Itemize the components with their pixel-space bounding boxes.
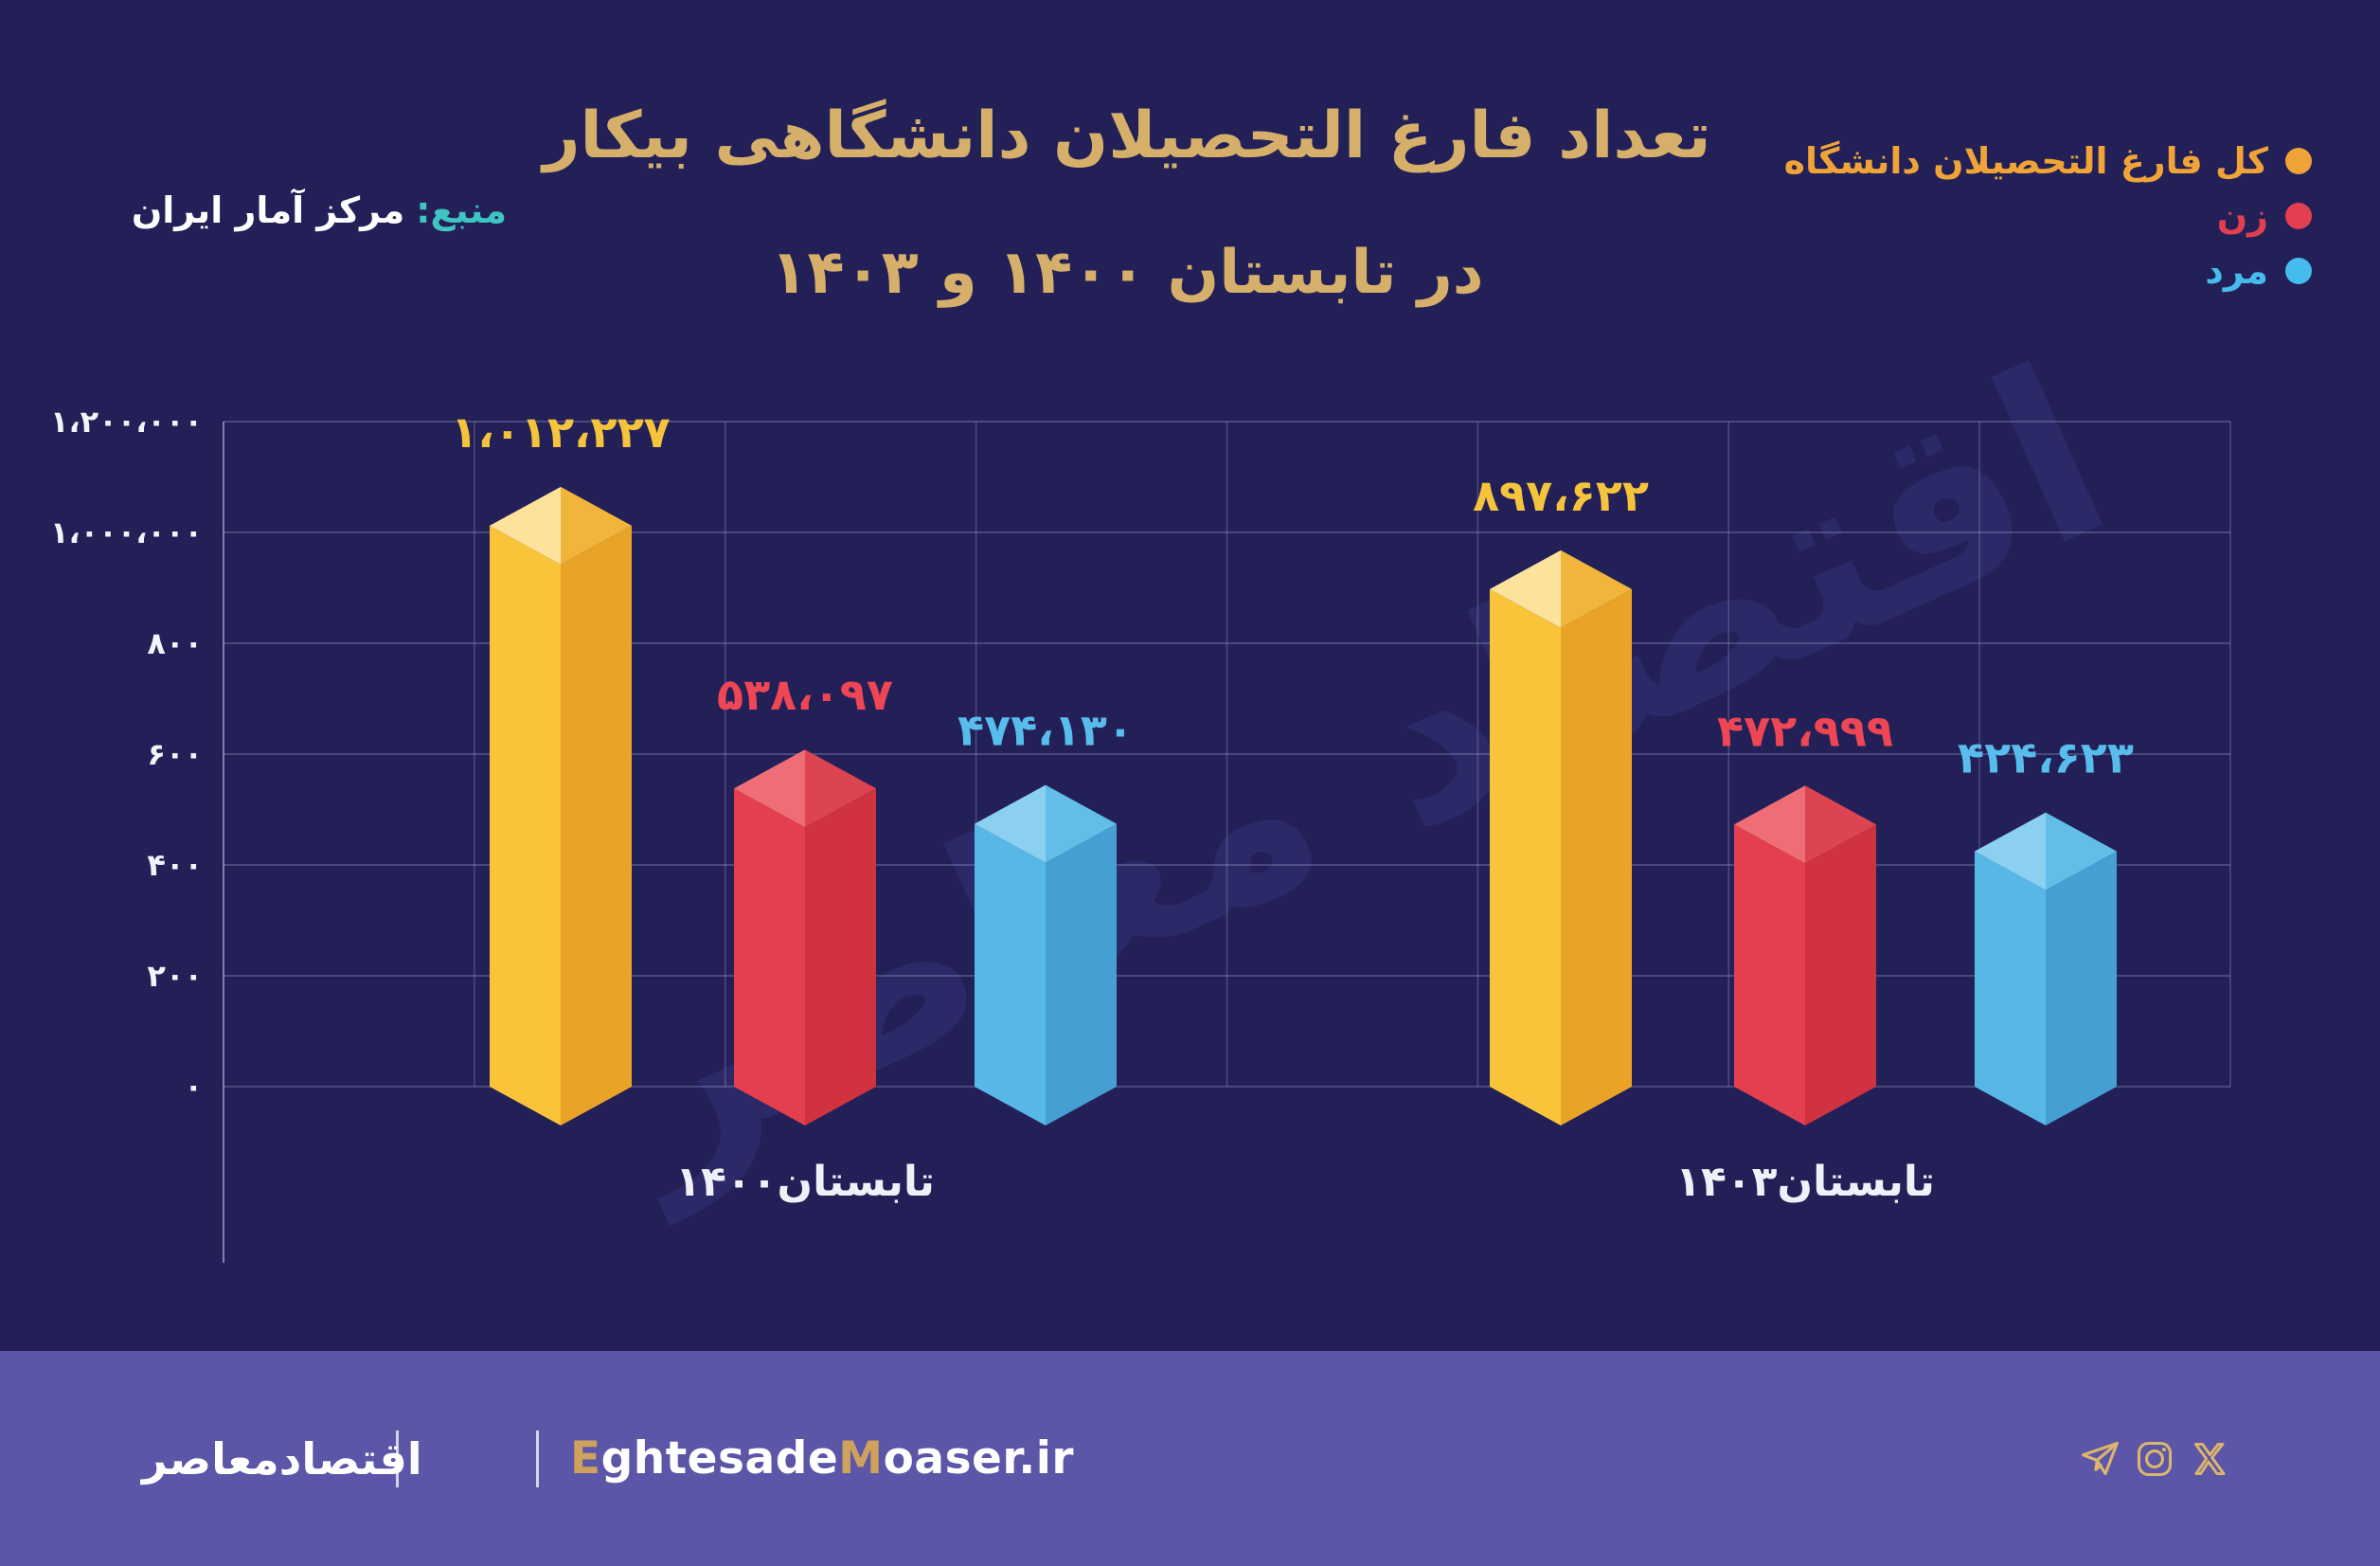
y-tick-label: ۴۰۰: [147, 847, 203, 883]
bar-top-right: [1046, 784, 1117, 863]
bar-top-left: [490, 486, 561, 565]
bar-value-label-total-1: ۸۹۷،۶۲۲: [1473, 470, 1649, 521]
legend: کل فارغ التحصیلان دانشگاه زن مرد: [1784, 140, 2312, 292]
telegram-icon[interactable]: [2079, 1438, 2121, 1480]
legend-label-female: زن: [2216, 195, 2268, 237]
footer-brand-persian: اقتصادمعاصر: [142, 1432, 422, 1485]
legend-label-male: مرد: [2205, 250, 2268, 292]
bar-total-0: [490, 486, 632, 1125]
bar-male-0: [975, 784, 1117, 1125]
y-axis-tick-labels: ۱،۲۰۰،۰۰۰ ۱،۰۰۰،۰۰۰ ۸۰۰ ۶۰۰ ۴۰۰ ۲۰۰ ۰: [50, 404, 203, 1105]
bar-top-left: [1490, 549, 1561, 628]
footer-separator: [396, 1431, 399, 1487]
legend-dot-total-icon: [2285, 148, 2312, 174]
bar-face-right: [1561, 588, 1632, 1125]
site-url-ghtesade: ghtesade: [600, 1432, 839, 1485]
bar-top-right: [1561, 549, 1632, 628]
bar-top-right: [805, 749, 876, 828]
bar-top-left: [1734, 785, 1805, 864]
bar-female-1: [1734, 785, 1876, 1125]
legend-item-male: مرد: [2205, 250, 2312, 292]
bar-value-label-male-1: ۴۲۴،۶۲۳: [1958, 732, 2134, 783]
y-tick-label: ۲۰۰: [147, 958, 203, 994]
bar-total-1: [1490, 549, 1632, 1125]
x-category-label-1: تابستان۱۴۰۳: [1675, 1158, 1935, 1206]
bar-female-0: [734, 749, 876, 1125]
bar-top-left: [1975, 812, 2046, 891]
source-label: منبع:: [416, 189, 507, 231]
site-url-rest: oaser.ir: [883, 1432, 1075, 1485]
bar-top-right: [1805, 785, 1876, 864]
bar-face-left: [734, 788, 805, 1125]
legend-dot-male-icon: [2285, 258, 2312, 284]
bar-face-right: [1805, 824, 1876, 1125]
x-category-label-0: تابستان۱۴۰۰: [675, 1158, 935, 1206]
bar-value-label-male-0: ۴۷۴،۱۳۰: [957, 705, 1134, 756]
bar-top-left: [734, 749, 805, 828]
title-line-2: در تابستان ۱۴۰۰ و ۱۴۰۳: [770, 238, 1484, 308]
bar-face-right: [561, 525, 632, 1125]
y-tick-label: ۰: [184, 1069, 203, 1105]
footer-separator: [536, 1431, 539, 1487]
bar-top-right: [561, 486, 632, 565]
y-tick-label: ۱،۰۰۰،۰۰۰: [50, 514, 203, 550]
bar-face-right: [2046, 851, 2117, 1125]
bar-face-right: [805, 788, 876, 1125]
bar-face-left: [1975, 851, 2046, 1125]
legend-item-female: زن: [2217, 195, 2312, 237]
legend-label-total: کل فارغ التحصیلان دانشگاه: [1783, 140, 2268, 182]
site-url-e: E: [570, 1432, 601, 1485]
bar-face-left: [1490, 588, 1561, 1125]
x-twitter-icon[interactable]: [2189, 1438, 2230, 1480]
bar-top-right: [2046, 812, 2117, 891]
instagram-icon[interactable]: [2134, 1438, 2175, 1480]
bar-face-left: [490, 525, 561, 1125]
legend-item-total: کل فارغ التحصیلان دانشگاه: [1784, 140, 2312, 182]
bar-face-right: [1046, 823, 1117, 1125]
bar-value-label-female-0: ۵۳۸،۰۹۷: [717, 669, 893, 720]
bar-top-left: [975, 784, 1046, 863]
y-tick-label: ۶۰۰: [147, 736, 203, 772]
social-links: [2079, 1351, 2230, 1566]
source-note: منبع: مرکز آمار ایران: [109, 189, 507, 231]
y-tick-label: ۱،۲۰۰،۰۰۰: [50, 404, 203, 440]
bar-value-label-female-1: ۴۷۲،۹۹۹: [1717, 705, 1893, 756]
y-tick-label: ۸۰۰: [147, 625, 203, 661]
chart-title: تعداد فارغ التحصیلان دانشگاهی بیکار در ت…: [530, 99, 1724, 308]
source-name: مرکز آمار ایران: [131, 189, 405, 231]
bar-male-1: [1975, 812, 2117, 1125]
bar-face-left: [975, 823, 1046, 1125]
title-line-1: تعداد فارغ التحصیلان دانشگاهی بیکار: [543, 99, 1711, 173]
site-url-m: M: [838, 1432, 884, 1485]
legend-dot-female-icon: [2285, 203, 2312, 229]
bar-value-label-total-0: ۱،۰۱۲،۲۲۷: [451, 406, 670, 458]
bar-face-left: [1734, 824, 1805, 1125]
